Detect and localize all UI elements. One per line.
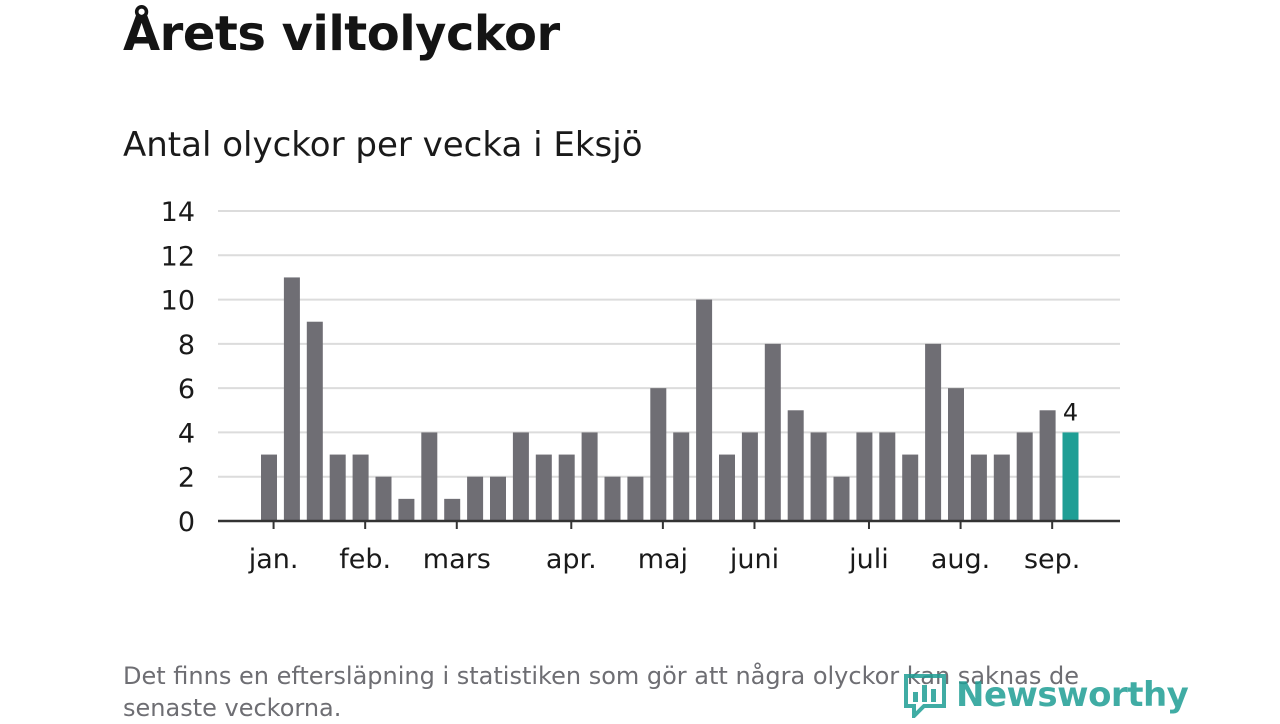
- newsworthy-logo-icon: [904, 674, 946, 718]
- x-tick-label: mars: [423, 544, 491, 575]
- x-tick-label: juli: [848, 544, 889, 575]
- bar-value-label: 4: [1063, 398, 1078, 426]
- bar: [512, 432, 529, 521]
- brand-name: Newsworthy: [956, 675, 1189, 715]
- bar: [352, 454, 369, 521]
- bar: [1039, 410, 1056, 521]
- bar: [787, 410, 804, 521]
- bar: [604, 476, 621, 521]
- gridlines: [218, 210, 1120, 478]
- bar: [535, 454, 552, 521]
- y-tick-label: 8: [178, 330, 195, 361]
- y-tick-label: 4: [178, 418, 195, 449]
- x-tick-label: apr.: [546, 544, 597, 575]
- brand-logo: Newsworthy: [902, 668, 1189, 722]
- bar: [925, 343, 942, 521]
- y-tick-label: 2: [178, 463, 195, 494]
- bar: [902, 454, 919, 521]
- bar-highlight: [1062, 432, 1079, 521]
- data-labels: 4: [1063, 398, 1078, 426]
- bar: [650, 388, 667, 521]
- y-tick-label: 0: [178, 507, 195, 538]
- x-axis-ticks: jan. feb. mars apr. maj juni juli aug. sep.: [248, 521, 1080, 575]
- bar: [833, 476, 850, 521]
- y-tick-label: 14: [161, 197, 195, 228]
- bar: [993, 454, 1010, 521]
- bar: [1016, 432, 1033, 521]
- y-axis-ticks: 0 2 4 6 8 10 12 14: [161, 197, 195, 538]
- bar: [283, 277, 300, 521]
- bar: [261, 454, 277, 521]
- bar-chart: 0 2 4 6 8 10 12 14 jan. feb. mars apr. maj juni juli a…: [161, 197, 1120, 575]
- bar: [581, 432, 598, 521]
- bar: [696, 299, 713, 521]
- bar: [764, 343, 781, 521]
- bar: [558, 454, 575, 521]
- y-tick-label: 6: [178, 374, 195, 405]
- bar: [970, 454, 987, 521]
- bar: [444, 498, 461, 521]
- bar: [627, 476, 644, 521]
- bar: [673, 432, 690, 521]
- bars: [261, 277, 1079, 521]
- x-tick-label: aug.: [931, 544, 990, 575]
- x-tick-label: sep.: [1024, 544, 1080, 575]
- chart-title: Årets viltolyckor: [123, 6, 560, 62]
- bar: [810, 432, 827, 521]
- x-tick-label: juni: [729, 544, 779, 575]
- bar: [329, 454, 346, 521]
- x-tick-label: jan.: [248, 544, 299, 575]
- bar: [948, 388, 964, 521]
- bar: [375, 476, 392, 521]
- x-tick-label: feb.: [339, 544, 391, 575]
- bar: [879, 432, 896, 521]
- y-tick-label: 12: [161, 241, 195, 272]
- bar: [467, 476, 484, 521]
- bar: [741, 432, 758, 521]
- x-tick-label: maj: [638, 544, 688, 575]
- bar: [490, 476, 506, 521]
- y-tick-label: 10: [161, 286, 195, 317]
- chart-subtitle: Antal olyckor per vecka i Eksjö: [123, 125, 643, 165]
- bar: [398, 498, 415, 521]
- bar: [306, 321, 323, 521]
- bar: [421, 432, 438, 521]
- bar: [856, 432, 873, 521]
- bar: [719, 454, 735, 521]
